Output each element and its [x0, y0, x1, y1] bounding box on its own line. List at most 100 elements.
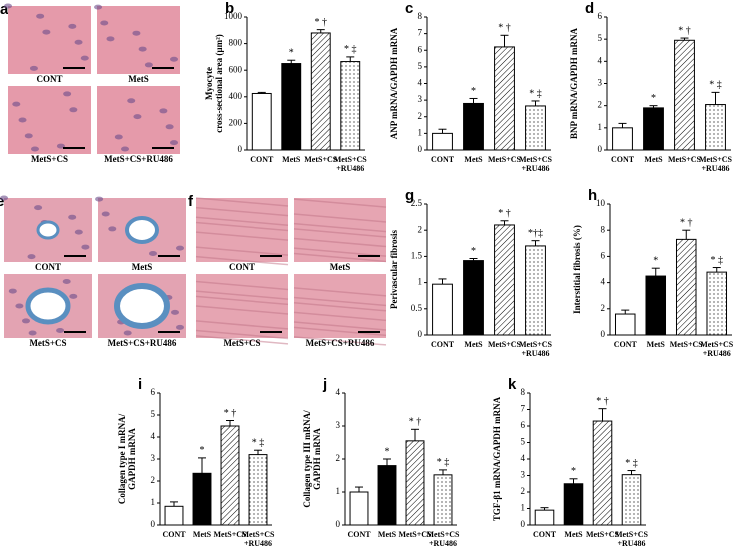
- tissue-fiber: [195, 290, 289, 300]
- y-tick-label: 3: [598, 78, 603, 88]
- x-tick-label: CONT: [250, 155, 274, 164]
- x-tick-label: MetS: [564, 530, 583, 539]
- y-tick-label: 0: [418, 329, 423, 339]
- y-tick-label: 4: [418, 78, 423, 88]
- vessel: [114, 283, 170, 329]
- x-tick-label: MetS+CS: [427, 530, 461, 539]
- tissue-cell: [170, 56, 178, 62]
- tissue-cell: [114, 134, 123, 140]
- tissue-cell: [34, 205, 43, 211]
- tissue-cell: [8, 288, 17, 294]
- x-tick-label: CONT: [431, 340, 455, 349]
- tissue-fiber: [293, 198, 387, 208]
- significance-label: *†‡: [528, 228, 543, 239]
- x-tick-label: +RU486: [617, 539, 645, 548]
- bar: [643, 107, 664, 151]
- x-tick-label: MetS: [647, 340, 666, 349]
- significance-label: *: [471, 246, 476, 257]
- significance-label: * ‡: [711, 255, 724, 266]
- tissue-cell: [176, 324, 184, 330]
- y-tick-label: 4: [151, 431, 156, 441]
- x-tick-label: +RU486: [336, 164, 364, 173]
- bar: [463, 102, 484, 151]
- bar: [192, 472, 212, 526]
- y-tick-label: 6: [598, 11, 603, 21]
- tissue-cell: [108, 226, 117, 232]
- x-tick-label: MetS+CS: [334, 155, 368, 164]
- tissue-fiber: [195, 197, 289, 207]
- y-axis-label: BNP mRNA/GAPDH mRNA: [569, 28, 579, 139]
- tissue-cell: [159, 108, 168, 114]
- y-tick-label: 1: [418, 277, 423, 287]
- tissue-cell: [127, 98, 136, 104]
- y-axis-label: Collagen type III mRNA/: [302, 410, 312, 508]
- x-tick-label: MetS+CS: [670, 340, 704, 349]
- significance-label: * †: [498, 23, 511, 34]
- tissue-fiber: [195, 206, 289, 217]
- x-tick-label: MetS+CS: [668, 155, 702, 164]
- tissue-fiber: [195, 329, 289, 340]
- bar: [248, 454, 268, 526]
- significance-label: * †: [596, 396, 609, 407]
- tissue-fiber: [293, 287, 387, 297]
- y-tick-label: 1000: [224, 11, 243, 21]
- bar: [614, 313, 636, 336]
- y-tick-label: 3: [336, 420, 341, 430]
- bar: [377, 465, 397, 526]
- y-tick-label: 2: [521, 486, 526, 496]
- tissue-cell: [74, 229, 83, 235]
- image-caption: MetS: [128, 74, 149, 84]
- y-axis-label: Myocyte: [204, 67, 214, 100]
- y-axis-label: Interstitial fibrosis (%): [572, 225, 582, 314]
- image-caption: MetS: [330, 262, 351, 272]
- panel-letter: i: [138, 376, 142, 393]
- significance-label: * †: [224, 408, 237, 419]
- image-caption: MetS+CS: [31, 154, 68, 164]
- tissue-fiber: [195, 295, 289, 306]
- tissue-cell: [171, 309, 179, 315]
- significance-label: *: [289, 48, 294, 59]
- tissue-cell: [165, 124, 174, 130]
- tissue-fiber: [195, 280, 289, 291]
- y-tick-label: 1: [598, 122, 603, 132]
- significance-label: * ‡: [252, 437, 265, 448]
- tissue-fiber: [293, 247, 387, 257]
- tissue-cell: [133, 114, 142, 120]
- x-tick-label: MetS+CS: [242, 530, 276, 539]
- tissue-cell: [132, 30, 141, 36]
- x-tick-label: +RU486: [429, 539, 457, 548]
- bar: [621, 474, 642, 526]
- y-tick-label: 10: [596, 198, 606, 208]
- y-tick-label: 5: [418, 61, 423, 71]
- tissue-fiber: [293, 311, 387, 322]
- y-axis-label: GAPDH mRNA: [312, 428, 322, 490]
- x-tick-label: +RU486: [244, 539, 272, 548]
- x-tick-label: +RU486: [521, 164, 549, 173]
- x-tick-label: MetS: [464, 155, 483, 164]
- y-tick-label: 3: [418, 94, 423, 104]
- tissue-fiber: [195, 221, 289, 232]
- image-caption: CONT: [36, 74, 62, 84]
- tissue-cell: [101, 211, 110, 217]
- y-tick-label: 0: [418, 144, 423, 154]
- panel-letter: e: [0, 193, 4, 210]
- y-tick-label: 8: [601, 224, 606, 234]
- tissue-cell: [123, 330, 132, 336]
- y-axis-label: TGF-β1 mRNA/GAPDH mRNA: [492, 396, 502, 521]
- tissue-cell: [12, 101, 21, 107]
- y-tick-label: 7: [521, 404, 526, 414]
- tissue-cell: [18, 117, 27, 123]
- bar: [405, 440, 425, 526]
- x-tick-label: +RU486: [701, 164, 729, 173]
- bar: [340, 61, 361, 151]
- tissue-cell: [4, 3, 12, 9]
- y-tick-label: 6: [418, 44, 423, 54]
- panel-letter: b: [225, 0, 234, 17]
- tissue-cell: [68, 214, 77, 220]
- y-tick-label: 4: [601, 277, 606, 287]
- y-tick-label: 400: [229, 91, 243, 101]
- y-tick-label: 4: [598, 55, 603, 65]
- bar: [525, 105, 546, 151]
- tissue-fiber: [293, 222, 387, 233]
- image-caption: MetS+CS: [29, 338, 66, 348]
